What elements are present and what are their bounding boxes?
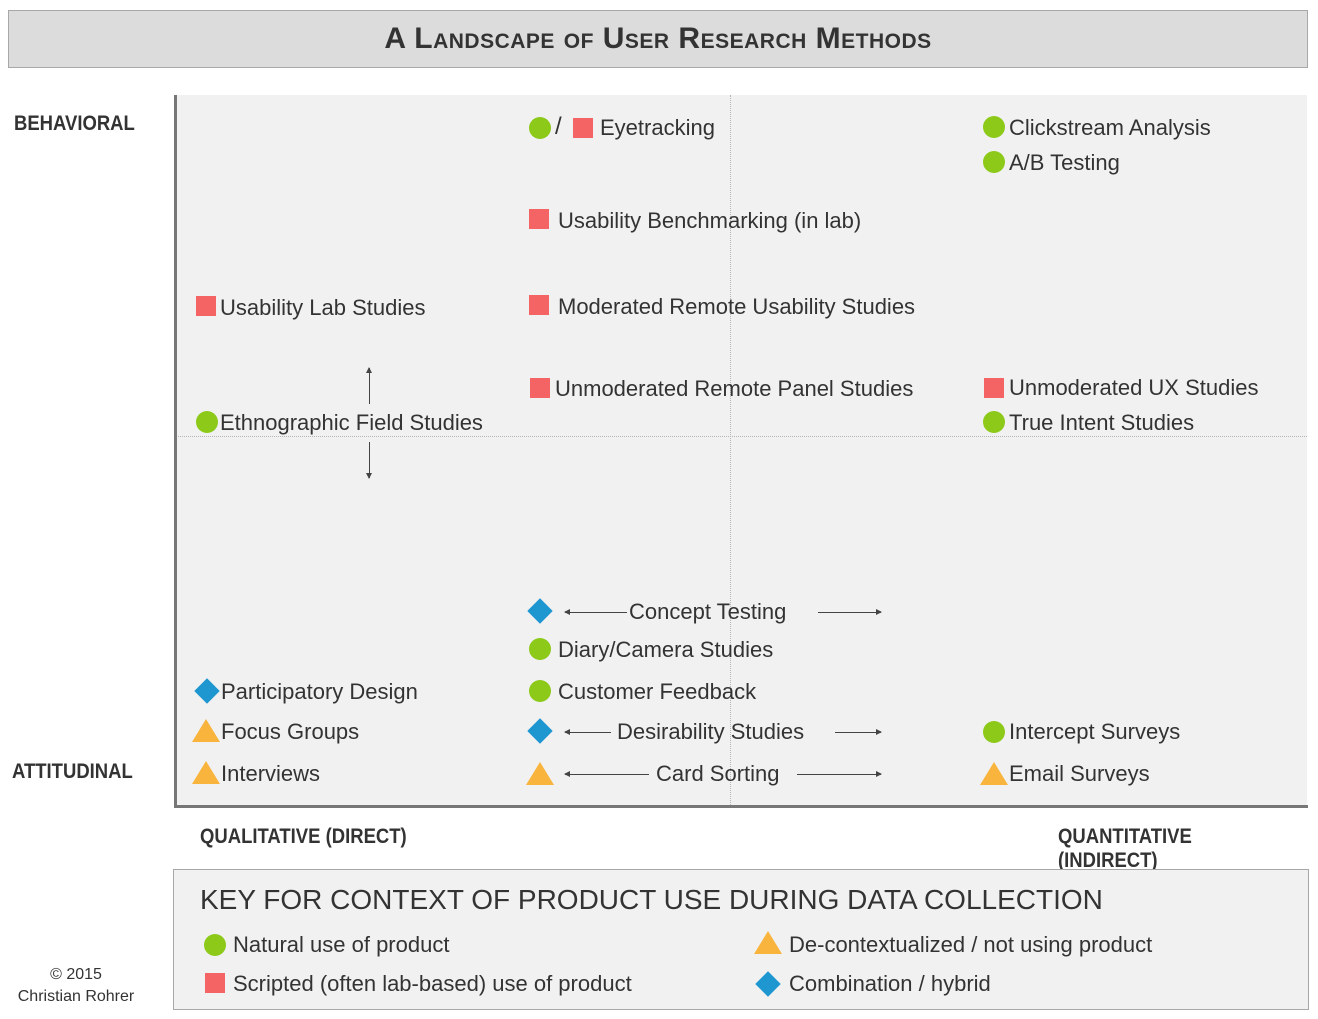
- natural-circle-icon: [204, 934, 226, 956]
- method-focus-groups: Focus Groups: [221, 719, 360, 744]
- arrow-down-icon: [366, 442, 372, 479]
- key-scripted: Scripted (often lab-based) use of produc…: [233, 971, 632, 996]
- method-unmoderated-ux: Unmoderated UX Studies: [1009, 375, 1259, 400]
- method-customer-feedback: Customer Feedback: [558, 679, 757, 704]
- key-title: KEY FOR CONTEXT OF PRODUCT USE DURING DA…: [200, 884, 1103, 915]
- axis-label-quantitative: QUANTITATIVE (INDIRECT): [1058, 825, 1192, 872]
- axis-label-behavioral: BEHAVIORAL: [14, 112, 135, 135]
- method-clickstream-analysis: Clickstream Analysis: [1009, 115, 1211, 140]
- natural-circle-icon: [983, 411, 1005, 433]
- natural-circle-icon: [529, 680, 551, 702]
- key-natural: Natural use of product: [233, 932, 450, 957]
- natural-circle-icon: [529, 117, 551, 139]
- natural-circle-icon: [529, 638, 551, 660]
- natural-circle-icon: [983, 721, 1005, 743]
- copyright-year: © 2015: [50, 966, 102, 983]
- axis-label-qualitative: QUALITATIVE (DIRECT): [200, 825, 407, 848]
- method-concept-testing: Concept Testing: [629, 599, 787, 624]
- method-desirability-studies: Desirability Studies: [617, 719, 805, 744]
- method-unmoderated-remote-panel: Unmoderated Remote Panel Studies: [555, 376, 914, 401]
- natural-circle-icon: [983, 116, 1005, 138]
- arrow-left-icon: [564, 729, 611, 735]
- scripted-square-icon: [196, 296, 216, 316]
- eyetracking-separator: /: [555, 113, 562, 140]
- arrow-right-icon: [818, 609, 882, 615]
- decontextualized-triangle-icon: [754, 931, 782, 954]
- title-bar: A Landscape of User Research Methods: [8, 10, 1308, 68]
- diagram-title: A Landscape of User Research Methods: [384, 22, 932, 55]
- method-true-intent: True Intent Studies: [1009, 410, 1195, 435]
- method-ethnographic-field-studies: Ethnographic Field Studies: [220, 410, 483, 435]
- arrow-left-icon: [564, 771, 649, 777]
- scripted-square-icon: [529, 209, 549, 229]
- decontextualized-triangle-icon: [526, 762, 554, 785]
- arrow-left-icon: [564, 609, 627, 615]
- vertical-divider: [730, 95, 731, 805]
- key-box: [173, 869, 1309, 1010]
- method-interviews: Interviews: [221, 761, 321, 786]
- natural-circle-icon: [983, 151, 1005, 173]
- y-axis: [174, 95, 177, 808]
- scripted-square-icon: [573, 118, 593, 138]
- horizontal-divider: [176, 436, 1307, 437]
- axis-label-attitudinal: ATTITUDINAL: [12, 760, 133, 783]
- copyright: © 2015 Christian Rohrer: [10, 964, 142, 1008]
- key-hybrid: Combination / hybrid: [789, 971, 991, 996]
- decontextualized-triangle-icon: [192, 719, 220, 742]
- method-moderated-remote: Moderated Remote Usability Studies: [558, 294, 916, 319]
- arrow-right-icon: [797, 771, 882, 777]
- method-eyetracking: Eyetracking: [600, 115, 715, 140]
- decontextualized-triangle-icon: [980, 762, 1008, 785]
- method-usability-benchmarking: Usability Benchmarking (in lab): [558, 208, 862, 233]
- plot-area: [176, 95, 1307, 805]
- method-email-surveys: Email Surveys: [1009, 761, 1150, 786]
- copyright-author: Christian Rohrer: [17, 988, 135, 1005]
- method-ab-testing: A/B Testing: [1009, 150, 1120, 175]
- x-axis: [174, 805, 1308, 808]
- method-usability-lab-studies: Usability Lab Studies: [220, 295, 426, 320]
- arrow-right-icon: [835, 729, 882, 735]
- natural-circle-icon: [196, 411, 218, 433]
- decontextualized-triangle-icon: [192, 761, 220, 784]
- key-decontextualized: De-contextualized / not using product: [789, 932, 1153, 957]
- method-intercept-surveys: Intercept Surveys: [1009, 719, 1181, 744]
- scripted-square-icon: [984, 378, 1004, 398]
- method-card-sorting: Card Sorting: [656, 761, 780, 786]
- scripted-square-icon: [530, 378, 550, 398]
- scripted-square-icon: [205, 973, 225, 993]
- method-participatory-design: Participatory Design: [221, 679, 418, 704]
- method-diary-camera: Diary/Camera Studies: [558, 637, 774, 662]
- scripted-square-icon: [529, 295, 549, 315]
- arrow-up-icon: [366, 367, 372, 404]
